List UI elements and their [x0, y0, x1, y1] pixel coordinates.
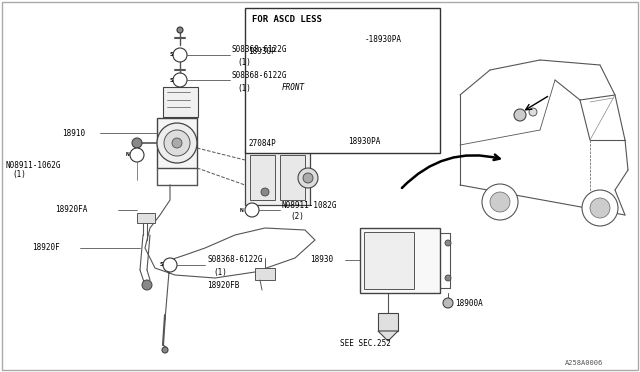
Circle shape [172, 138, 182, 148]
Circle shape [173, 73, 187, 87]
Text: S: S [169, 52, 173, 58]
Text: 18920FA: 18920FA [55, 205, 88, 215]
Bar [280, 155, 305, 200]
Bar [245, 8, 440, 153]
Text: S: S [169, 77, 173, 83]
Text: S: S [159, 263, 163, 267]
Circle shape [514, 109, 526, 121]
Text: 18930PA: 18930PA [348, 138, 380, 147]
Text: S08368-6122G: S08368-6122G [231, 45, 287, 55]
Text: (1): (1) [237, 83, 251, 93]
Circle shape [173, 48, 187, 62]
Circle shape [303, 173, 313, 183]
Bar [360, 228, 440, 293]
Text: N08911-1082G: N08911-1082G [282, 201, 337, 209]
Circle shape [350, 83, 374, 107]
Text: 18920F: 18920F [32, 244, 60, 253]
Text: FRONT: FRONT [282, 83, 305, 93]
Circle shape [590, 198, 610, 218]
Bar [364, 232, 414, 289]
Bar [137, 213, 155, 223]
Text: (2): (2) [290, 212, 304, 221]
Circle shape [357, 90, 367, 100]
Text: N08911-1062G: N08911-1062G [5, 160, 61, 170]
Text: N: N [126, 153, 130, 157]
Text: 27084P: 27084P [248, 138, 276, 148]
Text: (1): (1) [213, 267, 227, 276]
Circle shape [482, 184, 518, 220]
Circle shape [157, 123, 197, 163]
Text: A258A0006: A258A0006 [565, 360, 604, 366]
Text: FOR ASCD LESS: FOR ASCD LESS [252, 16, 322, 25]
Circle shape [245, 203, 259, 217]
Text: 18900A: 18900A [455, 298, 483, 308]
Bar [250, 155, 275, 200]
Text: -18930PA: -18930PA [365, 35, 402, 45]
Circle shape [130, 148, 144, 162]
Text: (1): (1) [12, 170, 26, 180]
Polygon shape [378, 331, 398, 341]
Circle shape [582, 190, 618, 226]
Circle shape [162, 347, 168, 353]
Circle shape [445, 275, 451, 281]
Circle shape [353, 34, 361, 42]
Text: 18920FB: 18920FB [207, 280, 239, 289]
Text: S08368-6122G: S08368-6122G [231, 71, 287, 80]
Text: (1): (1) [237, 58, 251, 67]
Text: S08368-6122G: S08368-6122G [207, 256, 262, 264]
Circle shape [490, 192, 510, 212]
Bar [378, 313, 398, 331]
Bar [157, 118, 197, 168]
Circle shape [164, 130, 190, 156]
Circle shape [163, 258, 177, 272]
Circle shape [357, 120, 367, 130]
Bar [255, 268, 275, 280]
Circle shape [443, 298, 453, 308]
Circle shape [177, 27, 183, 33]
Text: 18910: 18910 [62, 128, 85, 138]
Text: 18930P: 18930P [248, 48, 276, 57]
Circle shape [298, 168, 318, 188]
Circle shape [445, 240, 451, 246]
Circle shape [529, 108, 537, 116]
Circle shape [261, 188, 269, 196]
Bar [245, 150, 310, 205]
Circle shape [142, 280, 152, 290]
Text: N: N [240, 208, 244, 212]
Circle shape [132, 138, 142, 148]
Text: SEE SEC.252: SEE SEC.252 [340, 339, 390, 347]
Text: 18930: 18930 [310, 256, 333, 264]
Bar [163, 87, 198, 117]
